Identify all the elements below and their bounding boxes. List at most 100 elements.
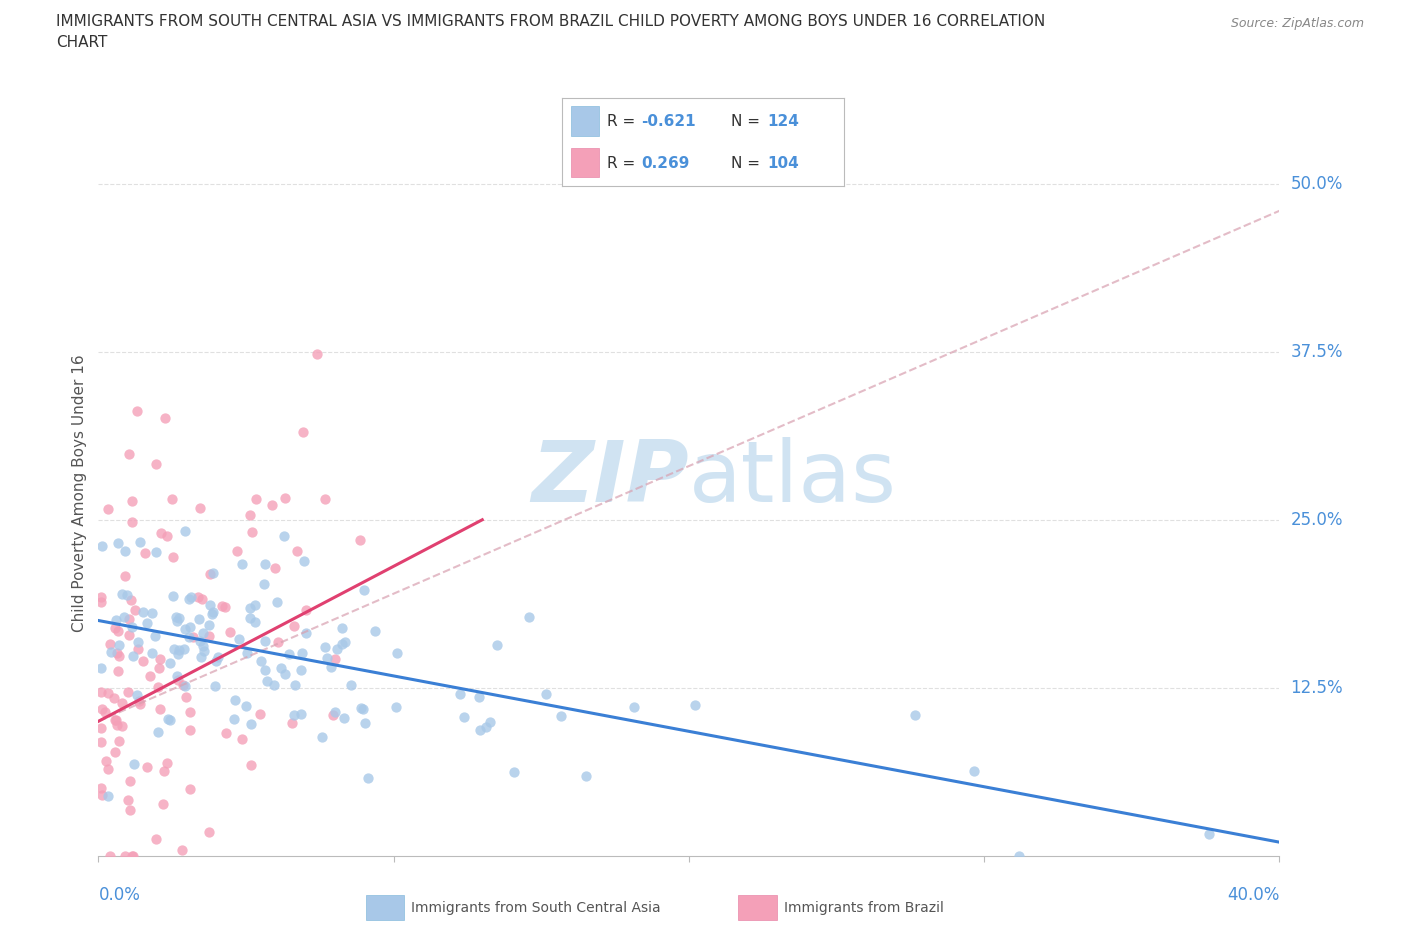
- Point: [193, 644, 215, 658]
- Point: [198, 629, 221, 644]
- Point: [205, 654, 228, 669]
- Point: [517, 609, 540, 624]
- Point: [253, 557, 276, 572]
- Point: [326, 642, 349, 657]
- Point: [157, 712, 180, 727]
- Point: [319, 659, 342, 674]
- Point: [239, 717, 262, 732]
- Point: [222, 711, 245, 726]
- Point: [190, 650, 212, 665]
- Point: [352, 702, 374, 717]
- Point: [155, 411, 177, 426]
- Text: 104: 104: [768, 155, 800, 170]
- Text: -0.621: -0.621: [641, 114, 696, 129]
- Point: [166, 646, 188, 661]
- Point: [305, 346, 328, 361]
- Point: [108, 649, 131, 664]
- Text: Immigrants from South Central Asia: Immigrants from South Central Asia: [412, 900, 661, 915]
- Point: [193, 626, 215, 641]
- Point: [167, 643, 190, 658]
- Point: [90, 684, 112, 699]
- Point: [160, 491, 183, 506]
- Text: atlas: atlas: [689, 437, 897, 520]
- Point: [128, 693, 150, 708]
- Point: [198, 825, 221, 840]
- Point: [90, 702, 112, 717]
- Text: R =: R =: [607, 155, 641, 170]
- Point: [174, 690, 197, 705]
- Point: [294, 553, 316, 568]
- Point: [122, 757, 145, 772]
- Point: [575, 768, 598, 783]
- Point: [474, 720, 496, 735]
- Point: [267, 635, 290, 650]
- Point: [141, 605, 163, 620]
- Point: [180, 589, 202, 604]
- Point: [145, 544, 167, 559]
- Point: [152, 797, 174, 812]
- Point: [181, 630, 204, 644]
- Point: [128, 697, 150, 711]
- Point: [207, 650, 229, 665]
- Point: [904, 708, 927, 723]
- Point: [90, 721, 112, 736]
- Point: [449, 686, 471, 701]
- Point: [385, 645, 408, 660]
- Point: [138, 669, 160, 684]
- Point: [121, 848, 143, 863]
- Point: [104, 620, 127, 635]
- Point: [235, 698, 257, 713]
- Point: [165, 609, 187, 624]
- Point: [485, 637, 508, 652]
- Text: Source: ZipAtlas.com: Source: ZipAtlas.com: [1230, 17, 1364, 30]
- Point: [273, 528, 295, 543]
- Point: [117, 684, 139, 699]
- Point: [152, 764, 174, 778]
- Point: [114, 569, 136, 584]
- Point: [105, 717, 128, 732]
- Point: [245, 615, 267, 630]
- Point: [384, 699, 406, 714]
- Point: [503, 764, 526, 779]
- Point: [103, 691, 125, 706]
- Point: [107, 623, 129, 638]
- Text: N =: N =: [731, 114, 765, 129]
- Point: [117, 628, 139, 643]
- Point: [236, 645, 259, 660]
- Point: [110, 586, 132, 601]
- Point: [314, 491, 336, 506]
- Point: [146, 724, 169, 739]
- Point: [198, 618, 221, 633]
- Point: [174, 621, 197, 636]
- Point: [179, 781, 201, 796]
- Text: R =: R =: [607, 114, 641, 129]
- Text: IMMIGRANTS FROM SOUTH CENTRAL ASIA VS IMMIGRANTS FROM BRAZIL CHILD POVERTY AMONG: IMMIGRANTS FROM SOUTH CENTRAL ASIA VS IM…: [56, 14, 1046, 29]
- Bar: [571, 148, 599, 177]
- Point: [239, 757, 262, 772]
- Point: [135, 615, 157, 630]
- Point: [132, 604, 155, 619]
- Point: [283, 618, 305, 633]
- Point: [468, 689, 491, 704]
- Point: [94, 704, 117, 719]
- Point: [166, 669, 188, 684]
- Point: [198, 566, 221, 581]
- Point: [162, 550, 184, 565]
- Point: [330, 620, 353, 635]
- Point: [179, 591, 201, 606]
- Point: [204, 679, 226, 694]
- Point: [145, 628, 167, 643]
- Point: [149, 701, 172, 716]
- Point: [290, 706, 312, 721]
- Point: [963, 764, 986, 778]
- Point: [170, 843, 193, 857]
- Point: [187, 612, 209, 627]
- Point: [254, 634, 277, 649]
- Point: [104, 712, 127, 727]
- Point: [270, 661, 292, 676]
- Point: [253, 663, 276, 678]
- Y-axis label: Child Poverty Among Boys Under 16: Child Poverty Among Boys Under 16: [72, 354, 87, 631]
- Point: [224, 693, 246, 708]
- Point: [281, 715, 304, 730]
- Point: [114, 544, 136, 559]
